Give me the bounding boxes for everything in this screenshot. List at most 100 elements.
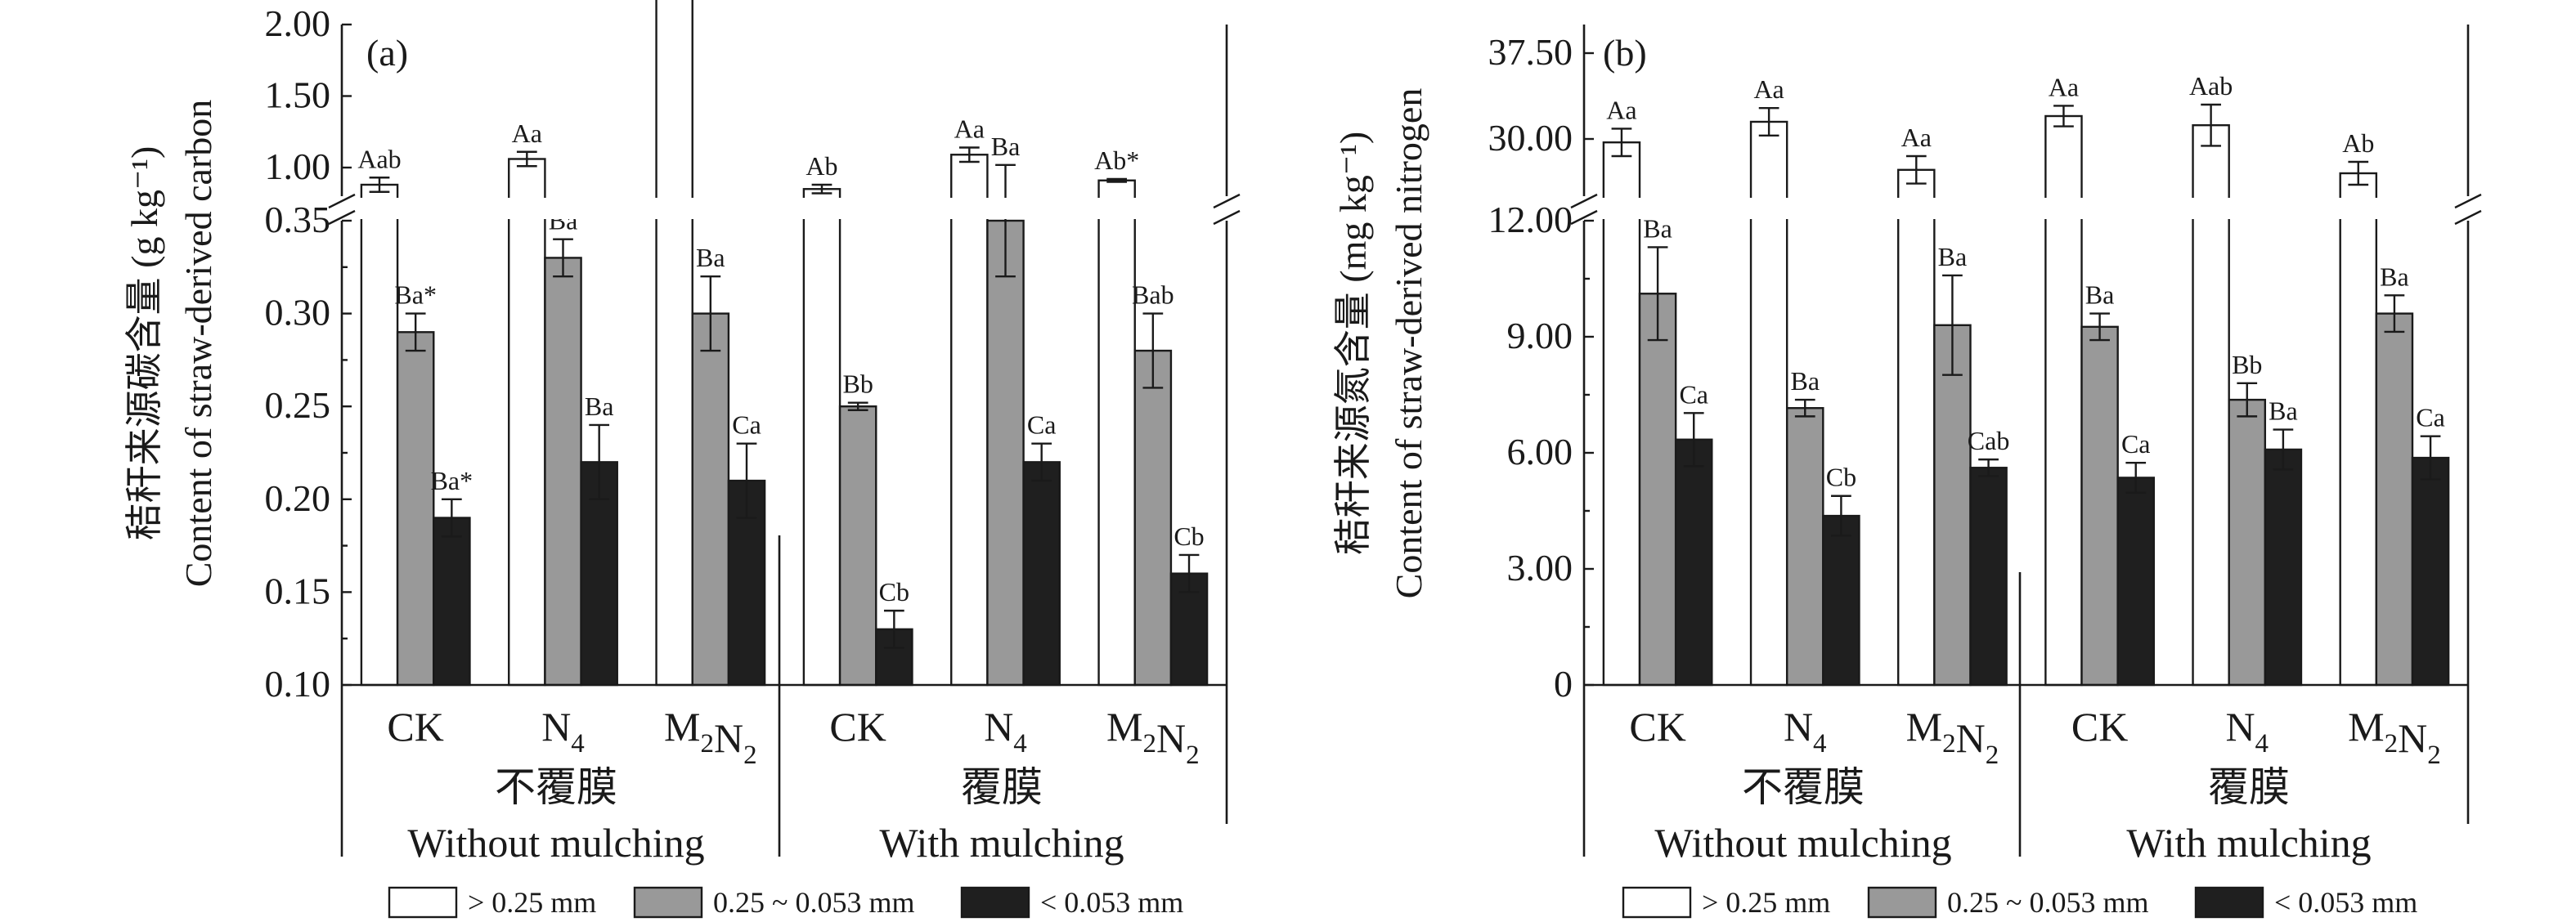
- error-bar-b-s3-c3: [1978, 458, 1999, 477]
- error-bar-a-s1-c1: [369, 177, 390, 193]
- bar-b-s3-c5: [2264, 448, 2303, 687]
- y-tick-label-lower-b-1: 3.00: [1507, 547, 1573, 589]
- legend-label-b-2: 0.25 ~ 0.053 mm: [1947, 886, 2148, 919]
- category-label-a-5: N4: [984, 704, 1027, 759]
- bar-b-s2-c2: [1785, 407, 1824, 687]
- bar-a-s1-c6: [1097, 179, 1136, 687]
- y-tick-label-lower-a-3: 0.25: [265, 384, 331, 426]
- error-bar-b-s3-c4: [2125, 461, 2147, 494]
- error-bar-b-s1-c2: [1758, 107, 1779, 137]
- error-bar-b-s2-c2: [1794, 398, 1815, 418]
- bar-b-s1-c1: [1602, 141, 1641, 687]
- bar-a-s3-c1: [433, 517, 471, 687]
- legend-label-a-2: 0.25 ~ 0.053 mm: [713, 886, 914, 919]
- bar-a-s1-c2: [508, 158, 546, 687]
- sig-label-a-s2-c6: Bab: [1132, 280, 1174, 310]
- axis-break-mark-b-right: [2454, 193, 2482, 226]
- y-tick-label-upper-a-1: 1.50: [265, 74, 331, 116]
- error-bar-a-s2-c6: [1142, 312, 1164, 389]
- sig-label-b-s2-c3: Ba: [1938, 242, 1968, 271]
- category-label-a-3: M2N2: [664, 704, 757, 770]
- legend-swatch-b-1: [1622, 886, 1692, 919]
- sig-label-a-s3-c6: Cb: [1174, 521, 1204, 551]
- panel-a-chart: AabAaAbAbAaAb*Ba*BaBaBbBaBabBa*BaCaCbCaC…: [123, 0, 1251, 866]
- sig-label-b-s2-c5: Bb: [2232, 350, 2262, 379]
- y-tick-label-lower-b-0: 0: [1554, 663, 1573, 705]
- error-bar-b-s1-c6: [2348, 160, 2369, 186]
- sig-label-b-s1-c4: Aa: [2049, 72, 2079, 101]
- y-tick-label-lower-a-5: 0.35: [265, 199, 331, 240]
- category-label-b-4: CK: [2071, 704, 2128, 750]
- error-bar-a-s2-c5: [995, 163, 1016, 278]
- sig-label-b-s1-c2: Aa: [1753, 74, 1784, 104]
- legend-swatch-b-3: [2194, 886, 2264, 919]
- sig-label-b-s3-c6: Ca: [2416, 403, 2445, 432]
- bar-b-s1-c6: [2339, 172, 2378, 687]
- bar-b-s3-c4: [2116, 477, 2155, 687]
- category-label-a-2: N4: [541, 704, 585, 759]
- y-tick-label-lower-a-1: 0.15: [265, 570, 331, 611]
- y-axis-title-en-a: Content of straw-derived carbon: [177, 100, 219, 588]
- legend-label-b-3: < 0.053 mm: [2274, 886, 2417, 919]
- group-label-cn-b-1: 不覆膜: [1742, 764, 1865, 810]
- sig-label-b-s2-c6: Ba: [2380, 262, 2409, 291]
- group-label-cn-b-2: 覆膜: [2208, 764, 2290, 810]
- category-label-a-6: M2N2: [1106, 704, 1200, 770]
- error-bar-a-s1-c6: [1106, 177, 1128, 183]
- sig-label-b-s1-c6: Ab: [2342, 128, 2374, 158]
- sig-label-a-s1-c6: Ab*: [1094, 145, 1139, 175]
- y-tick-label-lower-a-0: 0.10: [265, 663, 331, 705]
- bar-b-s2-c6: [2375, 312, 2414, 687]
- error-bar-b-s2-c3: [1942, 274, 1963, 376]
- group-label-en-a-2: With mulching: [879, 820, 1124, 866]
- sig-label-a-s1-c1: Aab: [357, 144, 401, 173]
- sig-label-a-s1-c2: Aa: [512, 119, 542, 148]
- sig-label-a-s2-c1: Ba*: [394, 280, 437, 310]
- bar-a-s2-c1: [396, 331, 435, 687]
- error-bar-a-s1-c2: [516, 150, 537, 168]
- sig-label-b-s3-c1: Ca: [1679, 379, 1708, 409]
- error-bar-a-s2-c2: [553, 238, 573, 278]
- bar-b-s3-c1: [1674, 438, 1713, 687]
- legend-panel-a: > 0.25 mm 0.25 ~ 0.053 mm < 0.053 mm: [388, 886, 1183, 919]
- axis-break-gap-a: [317, 198, 1251, 219]
- bar-a-s2-c5: [986, 219, 1025, 687]
- bar-b-s2-c1: [1638, 293, 1677, 687]
- legend-swatch-b-2: [1867, 886, 1937, 919]
- sig-label-b-s1-c1: Aa: [1606, 95, 1636, 124]
- legend-swatch-a-3: [960, 886, 1030, 919]
- group-label-cn-a-2: 覆膜: [961, 764, 1043, 810]
- error-bar-b-s3-c2: [1831, 495, 1851, 537]
- category-label-a-1: CK: [387, 704, 443, 750]
- error-bar-b-s1-c1: [1611, 128, 1632, 158]
- bar-b-s1-c3: [1897, 168, 1936, 687]
- bar-a-s2-c6: [1133, 349, 1173, 687]
- error-bar-b-s3-c5: [2273, 428, 2294, 471]
- group-label-cn-a-1: 不覆膜: [495, 764, 617, 810]
- category-label-b-5: N4: [2225, 704, 2269, 759]
- group-label-en-a-1: Without mulching: [407, 820, 704, 866]
- legend-label-b-1: > 0.25 mm: [1702, 886, 1830, 919]
- y-tick-label-lower-a-4: 0.30: [265, 292, 331, 333]
- y-tick-label-lower-b-2: 6.00: [1507, 431, 1573, 472]
- error-bar-a-s1-c4: [811, 183, 832, 195]
- panel-label-b: (b): [1603, 32, 1647, 74]
- bar-b-s2-c3: [1933, 324, 1972, 687]
- bar-a-s3-c5: [1022, 461, 1061, 687]
- bar-b-s3-c6: [2411, 456, 2450, 687]
- bar-a-s2-c3: [691, 312, 730, 687]
- sig-label-b-s3-c3: Cab: [1968, 426, 2010, 455]
- legend-label-a-1: > 0.25 mm: [468, 886, 596, 919]
- error-bar-b-s1-c4: [2053, 105, 2074, 128]
- bar-a-s1-c3: [655, 0, 693, 687]
- error-bar-a-s3-c5: [1031, 442, 1052, 482]
- sig-label-a-s3-c3: Ca: [732, 410, 761, 440]
- y-tick-label-lower-b-3: 9.00: [1507, 315, 1573, 356]
- bar-b-s2-c4: [2080, 325, 2119, 687]
- error-bar-b-s3-c1: [1683, 412, 1704, 468]
- category-label-b-3: M2N2: [1906, 704, 1999, 770]
- sig-label-b-s3-c5: Ba: [2269, 396, 2298, 426]
- category-label-b-1: CK: [1629, 704, 1685, 750]
- error-bar-a-s2-c3: [700, 275, 721, 352]
